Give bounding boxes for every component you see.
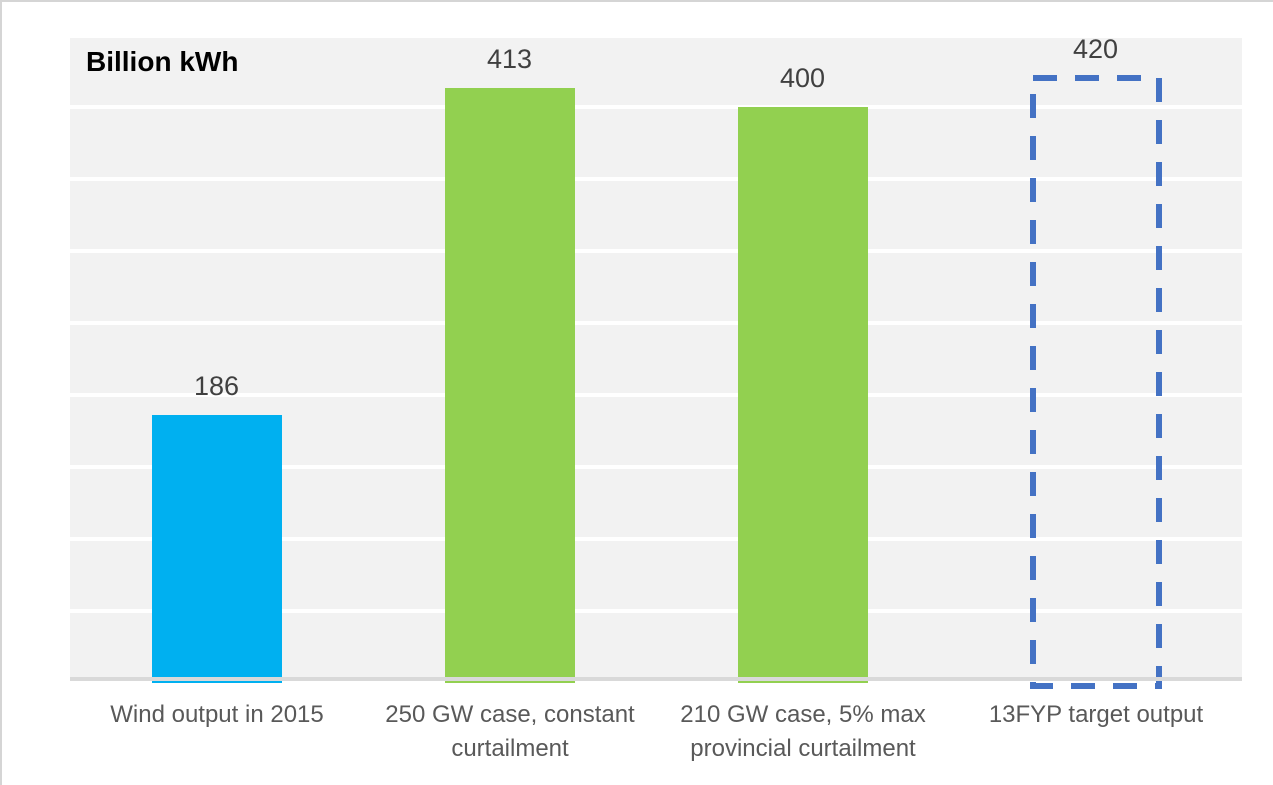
data-label-0: 186 <box>193 371 240 401</box>
data-label-3: 420 <box>1072 34 1119 64</box>
target-bar-dashed-outline <box>1029 75 1162 689</box>
gridline <box>70 393 1242 397</box>
x-axis-line <box>70 677 1242 681</box>
category-label-250gw-case: 250 GW case, constant curtailment <box>385 701 635 762</box>
y-axis-units-title: Billion kWh <box>86 46 239 77</box>
plot-area: 186 413 400 420 <box>70 34 1242 689</box>
data-label-2: 400 <box>779 63 826 93</box>
category-label-wind-2015: Wind output in 2015 <box>110 701 324 728</box>
bar-1 <box>444 88 575 683</box>
category-label-13fyp-target: 13FYP target output <box>988 701 1204 728</box>
bar-2 <box>737 107 868 683</box>
bar-0 <box>151 415 282 683</box>
gridline <box>70 609 1242 613</box>
data-label-1: 413 <box>486 44 533 74</box>
gridline <box>70 321 1242 325</box>
gridline <box>70 177 1242 181</box>
gridline <box>70 537 1242 541</box>
category-label-210gw-case: 210 GW case, 5% max provincial curtailme… <box>680 701 926 762</box>
gridline <box>70 105 1242 109</box>
gridline <box>70 249 1242 253</box>
gridline <box>70 465 1242 469</box>
